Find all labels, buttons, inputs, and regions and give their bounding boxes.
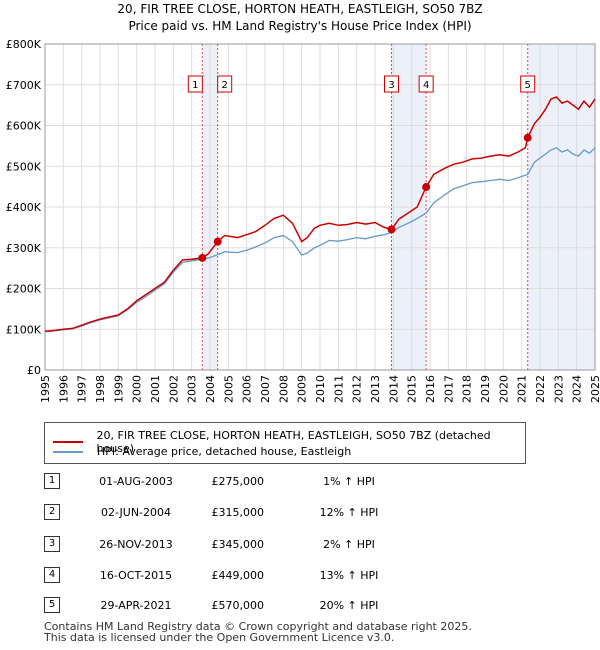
legend-label-property: 20, FIR TREE CLOSE, HORTON HEATH, EASTLE… <box>96 429 491 455</box>
legend-swatch-property <box>53 441 83 443</box>
sale-label-box-5 <box>520 75 536 93</box>
transaction-row: 5 29-APR-2021 £570,000 20% ↑ HPI <box>44 597 444 615</box>
transaction-date: 26-NOV-2013 <box>99 538 173 551</box>
sale-point-4 <box>422 183 431 192</box>
sale-label-5: 5 <box>525 80 531 91</box>
sale-point-2 <box>213 237 222 246</box>
sale-point-3 <box>387 225 396 234</box>
transaction-number: 3 <box>44 536 60 552</box>
y-tick-label: £400K <box>6 201 42 214</box>
transaction-date: 01-AUG-2003 <box>99 475 173 488</box>
chart-title: 20, FIR TREE CLOSE, HORTON HEATH, EASTLE… <box>117 2 483 16</box>
transaction-price: £449,000 <box>211 569 265 582</box>
x-tick-label: 1995 <box>39 375 52 403</box>
x-tick-label: 2008 <box>277 375 290 403</box>
legend-item-property: 20, FIR TREE CLOSE, HORTON HEATH, EASTLE… <box>53 429 525 455</box>
footer-licence: This data is licensed under the Open Gov… <box>44 631 395 644</box>
footer-copyright: Contains HM Land Registry data © Crown c… <box>44 620 472 633</box>
transaction-row: 3 26-NOV-2013 £345,000 2% ↑ HPI <box>44 536 444 554</box>
x-tick-label: 2018 <box>461 375 474 403</box>
x-tick-label: 2015 <box>406 375 419 403</box>
transaction-price: £570,000 <box>211 599 265 612</box>
transaction-price: £275,000 <box>211 475 265 488</box>
x-tick-label: 2021 <box>516 375 529 403</box>
sale-label-4: 4 <box>423 80 429 91</box>
x-tick-label: 2016 <box>424 375 437 403</box>
y-tick-label: £200K <box>6 283 42 296</box>
transaction-hpi: 12% ↑ HPI <box>319 506 379 519</box>
transaction-number: 5 <box>44 597 60 613</box>
x-tick-label: 2001 <box>149 375 162 403</box>
y-tick-label: £800K <box>6 38 42 51</box>
sale-label-2: 2 <box>222 80 228 91</box>
x-tick-label: 2011 <box>332 375 345 403</box>
transaction-number: 4 <box>44 567 60 583</box>
x-tick-label: 2022 <box>534 375 547 403</box>
transaction-date: 29-APR-2021 <box>100 599 172 612</box>
plot-frame <box>44 43 596 371</box>
x-tick-label: 2002 <box>167 375 180 403</box>
transaction-price: £315,000 <box>211 506 265 519</box>
transaction-price: £345,000 <box>211 538 265 551</box>
transaction-number: 1 <box>44 473 60 489</box>
x-tick-label: 2000 <box>131 375 144 403</box>
sale-point-5 <box>523 133 532 142</box>
transaction-date: 02-JUN-2004 <box>100 506 172 519</box>
x-tick-label: 2004 <box>204 375 217 403</box>
sale-label-box-4 <box>418 75 434 93</box>
x-tick-label: 1998 <box>94 375 107 403</box>
x-tick-label: 2009 <box>296 375 309 403</box>
x-tick-label: 2003 <box>186 375 199 403</box>
x-tick-label: 1996 <box>57 375 70 403</box>
y-tick-label: £700K <box>6 79 42 92</box>
series-line-hpi <box>44 147 596 333</box>
sale-label-box-1 <box>187 75 203 93</box>
series-line-property <box>44 96 596 333</box>
x-tick-label: 2005 <box>222 375 235 403</box>
x-tick-label: 1999 <box>112 375 125 403</box>
x-tick-label: 2013 <box>369 375 382 403</box>
footer: Contains HM Land Registry data © Crown c… <box>44 621 472 643</box>
x-tick-label: 2025 <box>589 375 600 403</box>
sale-label-box-2 <box>217 75 233 93</box>
legend-label-hpi: HPI: Average price, detached house, East… <box>97 445 352 458</box>
y-tick-label: £0 <box>27 364 41 377</box>
x-tick-label: 2007 <box>259 375 272 403</box>
x-tick-label: 2012 <box>351 375 364 403</box>
legend: 20, FIR TREE CLOSE, HORTON HEATH, EASTLE… <box>44 422 526 464</box>
transaction-hpi: 20% ↑ HPI <box>319 599 379 612</box>
x-tick-label: 2023 <box>552 375 565 403</box>
x-tick-label: 2014 <box>387 375 400 403</box>
x-tick-label: 2010 <box>314 375 327 403</box>
sale-label-3: 3 <box>388 80 394 91</box>
y-tick-label: £300K <box>6 242 42 255</box>
transaction-date: 16-OCT-2015 <box>99 569 173 582</box>
y-tick-label: £500K <box>6 160 42 173</box>
transaction-hpi: 2% ↑ HPI <box>323 538 375 551</box>
y-tick-label: £100K <box>6 323 42 336</box>
legend-item-hpi: HPI: Average price, detached house, East… <box>53 445 351 458</box>
x-tick-label: 2017 <box>442 375 455 403</box>
x-tick-label: 1997 <box>76 375 89 403</box>
x-tick-label: 2019 <box>479 375 492 403</box>
transaction-row: 1 01-AUG-2003 £275,000 1% ↑ HPI <box>44 473 444 491</box>
sale-label-1: 1 <box>192 80 198 91</box>
chart-subtitle: Price paid vs. HM Land Registry's House … <box>128 19 472 33</box>
x-tick-label: 2020 <box>497 375 510 403</box>
x-tick-label: 2006 <box>241 375 254 403</box>
y-tick-label: £600K <box>6 120 42 133</box>
transaction-row: 2 02-JUN-2004 £315,000 12% ↑ HPI <box>44 504 444 522</box>
transaction-hpi: 1% ↑ HPI <box>323 475 375 488</box>
sale-point-1 <box>198 253 207 262</box>
transaction-number: 2 <box>44 504 60 520</box>
transaction-hpi: 13% ↑ HPI <box>319 569 379 582</box>
sale-label-box-3 <box>384 75 399 93</box>
legend-swatch-hpi <box>53 450 83 453</box>
transaction-row: 4 16-OCT-2015 £449,000 13% ↑ HPI <box>44 567 444 585</box>
x-tick-label: 2024 <box>571 375 584 403</box>
price-chart: £0 £100K £200K £300K £400K £500K £600K £700K £80… <box>6 38 600 403</box>
